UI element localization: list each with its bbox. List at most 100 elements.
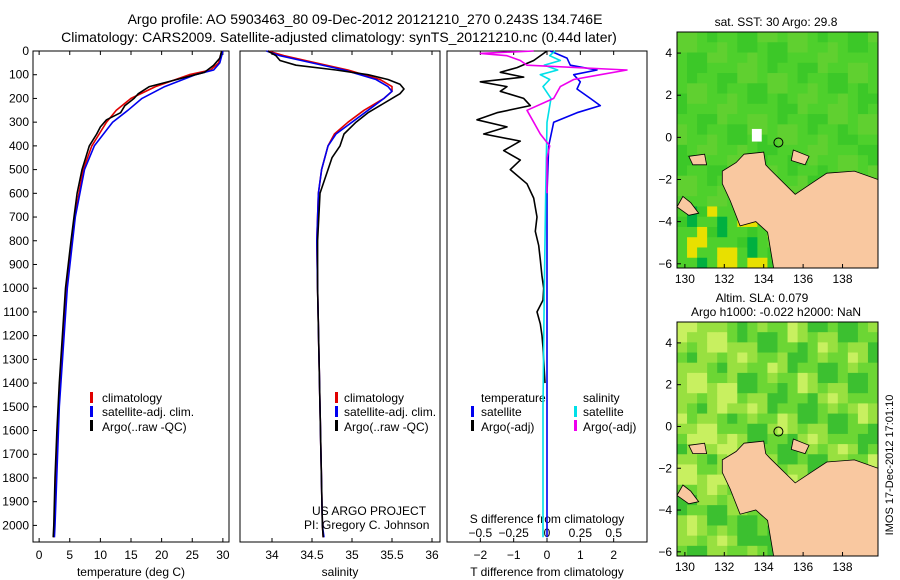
map-cell [858,322,869,333]
map-cell [697,373,708,384]
map-cell [778,32,789,43]
map-cell [747,83,758,94]
map-cell [848,383,859,394]
map-cell [858,155,869,166]
map-cell [697,434,708,445]
map-cell [717,444,728,455]
map-cell [707,363,718,374]
map-cell [707,135,718,146]
legend-swatch-argo [335,420,338,431]
map-cell [818,434,829,445]
map-cell [717,373,728,384]
map-cell [838,424,849,435]
map-cell [778,53,789,64]
map-cell [838,363,849,374]
map-cell [808,114,819,125]
map-cell [687,536,698,547]
map-cell [808,104,819,115]
map-cell [778,373,789,384]
map-cell [717,94,728,105]
difference-legend: temperature salinity satellite Argo(-adj… [471,391,636,434]
map-lon-tick-label: 132 [714,272,734,286]
depth-tick-label: 1300 [2,352,29,366]
map-cell [868,94,879,105]
map-cell [697,515,708,526]
map-cell [838,42,849,53]
map-cell [677,444,688,455]
map-cell [717,322,728,333]
map-cell [707,104,718,115]
salinity-x-axis-label: salinity [322,565,359,579]
map-cell [687,383,698,394]
map-cell [838,32,849,43]
map-cell [808,135,819,146]
map-cell [828,145,839,156]
map-cell [687,258,698,269]
map-cell [798,322,809,333]
map-cell [767,94,778,105]
map-cell [737,83,748,94]
map-cell [697,94,708,105]
map-cell [798,53,809,64]
map-cell [697,42,708,53]
map-cell [767,42,778,53]
map-cell [697,83,708,94]
map-cell [717,145,728,156]
map-cell [778,393,789,404]
map-cell [687,475,698,486]
map-cell [858,332,869,343]
map-cell [677,536,688,547]
map-cell [868,322,879,333]
x-tick-label: 10 [94,548,108,562]
map-cell [747,114,758,125]
map-cell [788,322,799,333]
map-lon-tick-label: 130 [675,560,695,574]
map-cell [727,414,738,425]
map-cell [757,32,768,43]
map-cell [707,258,718,269]
map-cell [737,114,748,125]
map-cell [868,373,879,384]
map-cell [858,135,869,146]
map-cell [737,373,748,384]
map-cell [707,176,718,187]
map-cell [707,495,718,506]
depth-tick-label: 800 [9,234,29,248]
map-cell [838,145,849,156]
map-cell [868,414,879,425]
map-cell [788,393,799,404]
map-cell [778,165,789,176]
map-cell [788,454,799,465]
map-cell [717,495,728,506]
legend-swatch-t-satellite [471,406,474,417]
map-cell [697,505,708,516]
map-cell [808,434,819,445]
salinity-legend: climatology satellite-adj. clim. Argo(..… [335,391,436,434]
map-cell [767,114,778,125]
map-cell [677,373,688,384]
map-cell [838,444,849,455]
map-cell [838,383,849,394]
map-cell [677,114,688,125]
map-cell [717,536,728,547]
map-lat-tick-label: 0 [665,419,672,433]
map-cell [858,83,869,94]
legend-label-climatology: climatology [102,391,162,405]
map-cell [778,63,789,74]
map-cell [868,342,879,353]
map-cell [707,424,718,435]
x-tick-label: 36 [425,548,439,562]
map-lat-tick-label: 2 [665,378,672,392]
map-cell [778,444,789,455]
map-cell [747,383,758,394]
map-cell [737,525,748,536]
map-cell [778,104,789,115]
map-cell [757,342,768,353]
series-line-difference [547,51,600,537]
map-cell [707,464,718,475]
map-cell [757,414,768,425]
map-cell [828,393,839,404]
x-tick-label: 34.5 [300,548,324,562]
map-cell [798,73,809,84]
map-cell [818,94,829,105]
